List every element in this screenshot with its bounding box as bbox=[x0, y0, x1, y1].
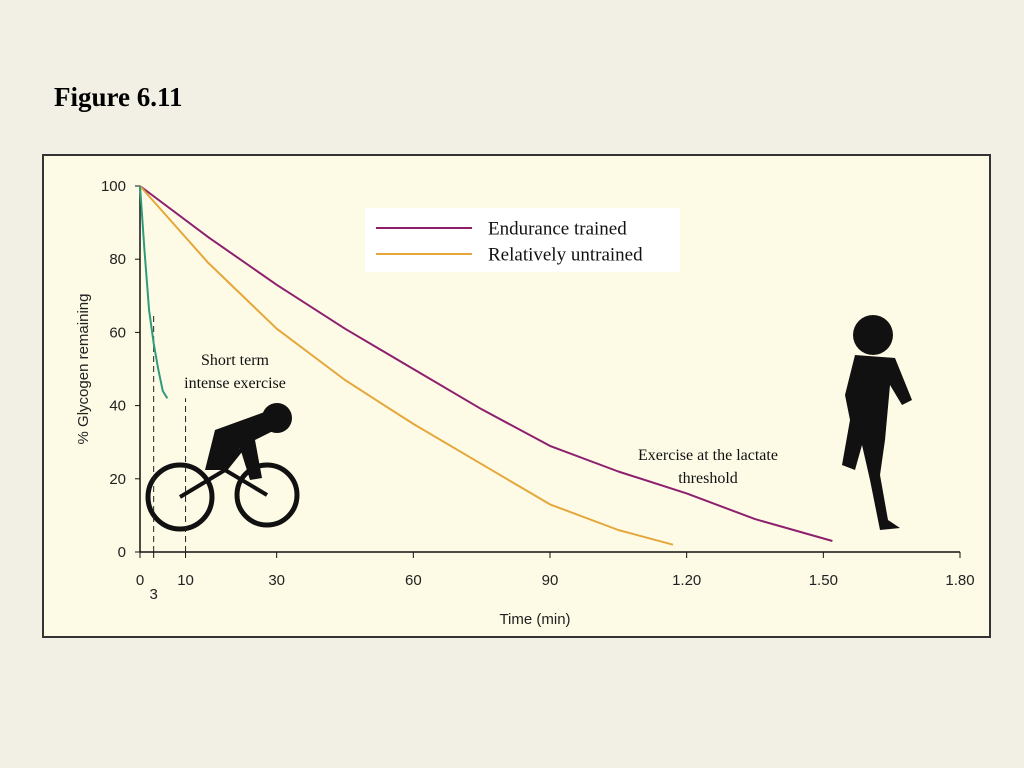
x-tick-label: 1.50 bbox=[809, 572, 838, 589]
x-tick-label: 10 bbox=[177, 572, 194, 589]
x-tick-label: 90 bbox=[542, 572, 559, 589]
x-axis-label: Time (min) bbox=[499, 611, 570, 628]
x-tick-label: 1.20 bbox=[672, 572, 701, 589]
legend-label: Endurance trained bbox=[488, 218, 627, 239]
annotation: threshold bbox=[678, 470, 738, 487]
y-axis-label: % Glycogen remaining bbox=[75, 294, 92, 445]
annotation: intense exercise bbox=[184, 375, 286, 392]
x-tick-label: 60 bbox=[405, 572, 422, 589]
slide-title: Figure 6.11 bbox=[54, 82, 183, 112]
series-line bbox=[139, 185, 833, 542]
y-tick-label: 100 bbox=[101, 178, 126, 195]
annotation: Exercise at the lactate bbox=[638, 447, 778, 464]
y-tick-label: 40 bbox=[109, 398, 126, 415]
series-line bbox=[139, 185, 169, 399]
legend-label: Relatively untrained bbox=[488, 244, 643, 265]
y-tick-label: 20 bbox=[109, 471, 126, 488]
cyclist-silhouette bbox=[145, 403, 300, 532]
y-tick-label: 80 bbox=[109, 251, 126, 268]
y-tick-label: 0 bbox=[118, 544, 126, 561]
x-tick-label: 0 bbox=[136, 572, 144, 589]
x-tick-label: 30 bbox=[268, 572, 285, 589]
runner-silhouette bbox=[842, 315, 912, 530]
y-tick-label: 60 bbox=[109, 324, 126, 341]
series-line bbox=[139, 185, 674, 546]
x-tick-label: 1.80 bbox=[945, 572, 974, 589]
annotation: Short term bbox=[201, 352, 270, 369]
x-tick-label: 3 bbox=[149, 586, 157, 603]
legend-box bbox=[365, 208, 680, 272]
